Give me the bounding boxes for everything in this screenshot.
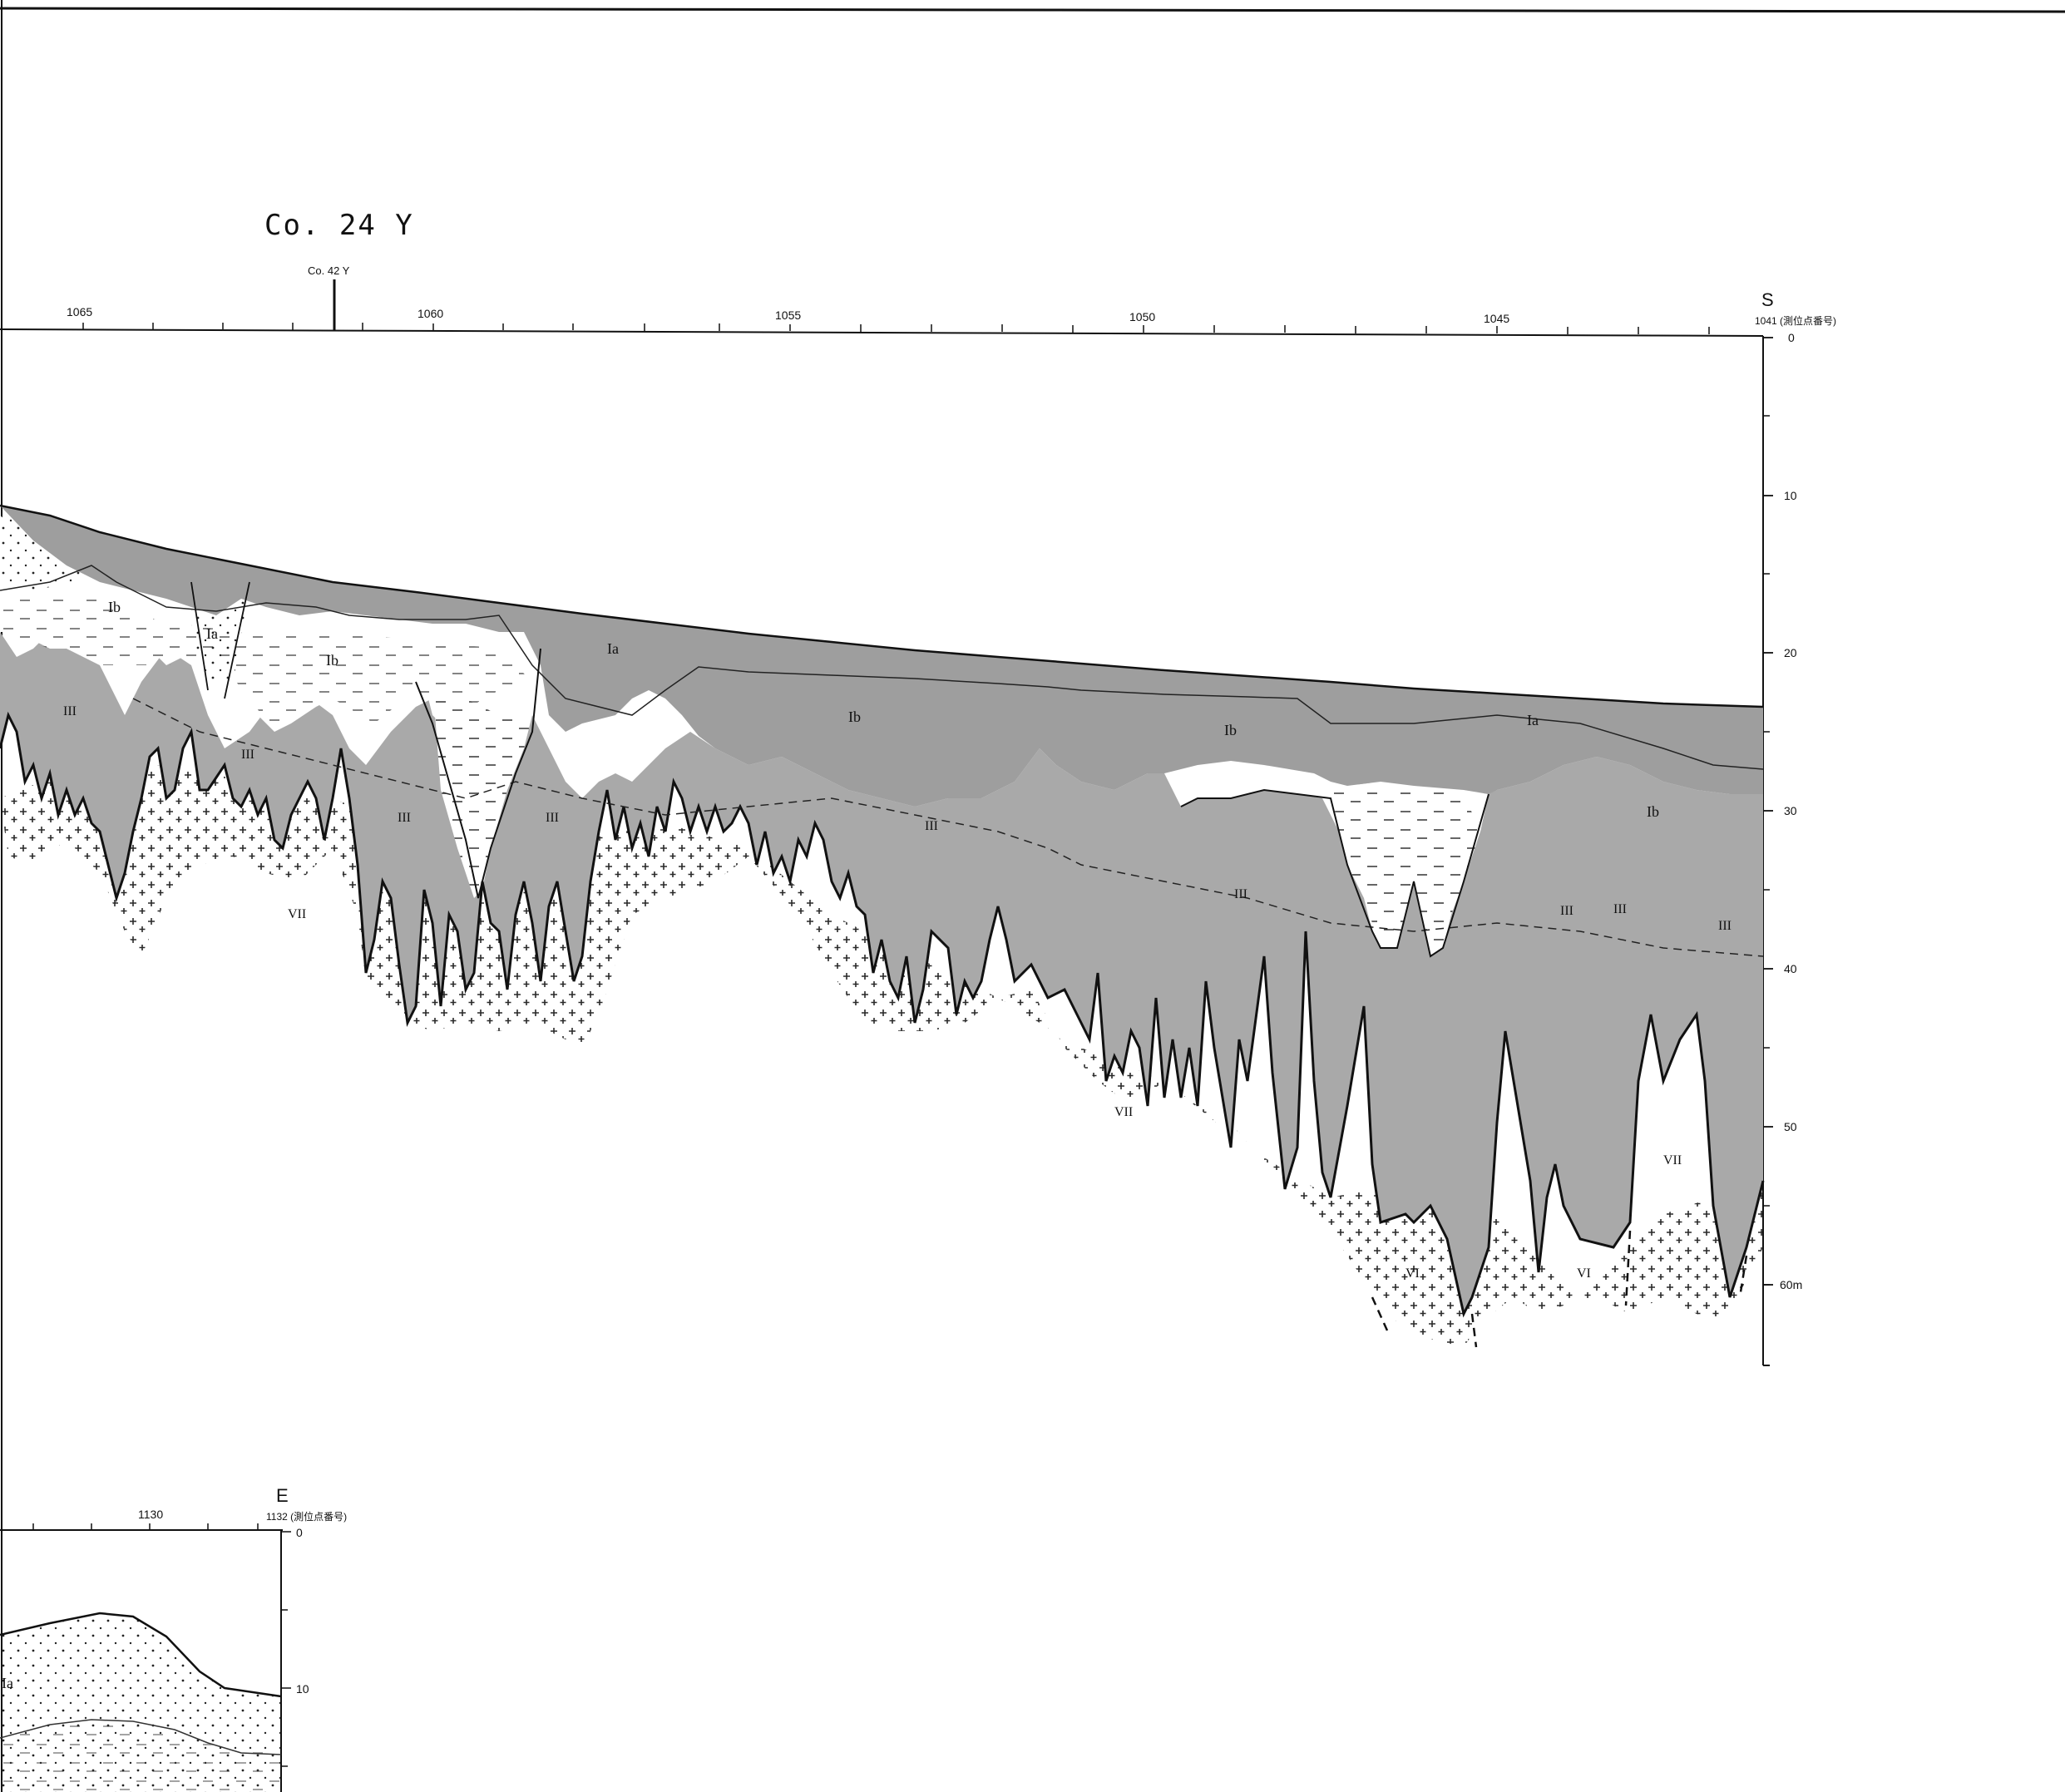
unit-label: III: [398, 811, 411, 825]
sediment-channel-right-dashes: [1331, 786, 1480, 956]
fault-line: [190, 581, 250, 699]
inset-station-tick-label: 1130: [138, 1508, 163, 1521]
unit-label: III: [1560, 904, 1573, 918]
depth-tick-label: 0: [1788, 331, 1795, 344]
depth-tick-label: 20: [1784, 646, 1797, 659]
inset-seafloor-line: [0, 1612, 282, 1698]
basement-surface-line: [0, 711, 1765, 1318]
top-border: [0, 7, 2065, 13]
station-tick-label: 1055: [775, 309, 801, 322]
intersection-label: Co. 42 Y: [308, 264, 350, 277]
inset-end-station: 1132 (測位点番号): [266, 1510, 347, 1523]
profile-title: Co. 24 Y: [264, 209, 414, 242]
unit-label: Ib: [108, 599, 121, 615]
inset-dashed-sediment: [0, 1721, 281, 1792]
unit-label: III: [925, 819, 938, 833]
sediment-unit-Ia-surface: [0, 506, 1763, 807]
station-tick-label: 1050: [1129, 310, 1155, 323]
unit-label: VII: [288, 907, 306, 921]
station-minor-ticks: [82, 323, 1710, 334]
unit-label: Ia: [607, 640, 619, 657]
unit-label: III: [1718, 919, 1732, 933]
unit-label: III: [63, 704, 77, 718]
station-tick-label: 1065: [67, 305, 92, 318]
inset-depth-tick-label: 10: [296, 1682, 309, 1696]
basement-dashed-extensions: [1371, 1230, 1748, 1348]
station-axis: [0, 328, 1764, 337]
inset-profile: 1130 E 1132 (測位点番号) 0 10 Ia: [0, 1485, 347, 1792]
channel-outline-center: [415, 648, 541, 899]
inset-depth-ticks: [281, 1531, 291, 1767]
depth-tick-label: 60m: [1780, 1278, 1802, 1291]
unit-label: VI: [1577, 1266, 1591, 1281]
unit-label: VII: [1663, 1153, 1682, 1168]
unit-label: Ib: [1224, 722, 1237, 738]
unit-label: III: [546, 811, 559, 825]
depth-tick-label: 10: [1784, 489, 1797, 502]
unit-label: VI: [1405, 1266, 1420, 1281]
depth-major-ticks: [1763, 337, 1773, 1286]
unit-label: Ia: [206, 625, 218, 642]
station-tick-label: 1045: [1484, 312, 1509, 325]
unit-label: III: [1234, 887, 1247, 901]
end-station-label: 1041 (測位点番号): [1755, 314, 1836, 327]
unit-label: III: [1613, 902, 1627, 916]
unit-label: VII: [1114, 1105, 1133, 1119]
sediment-channel-center-dashes: [432, 682, 532, 898]
depth-tick-label: 40: [1784, 962, 1797, 975]
unit-label: Ib: [1647, 803, 1659, 820]
sediment-dash-overlay: [0, 599, 532, 732]
inset-unit-label: Ia: [2, 1675, 13, 1691]
inset-station-ticks: [32, 1523, 259, 1530]
unit-boundary-Ia-Ib: [0, 565, 1764, 770]
channel-outline-right: [1180, 788, 1489, 958]
inset-depth-tick-label: 0: [296, 1526, 303, 1539]
unit-boundary-Ib-III: [132, 698, 1764, 957]
depth-minor-ticks: [1763, 415, 1770, 1286]
depth-tick-label: 50: [1784, 1120, 1797, 1133]
inset-unit-boundary: [0, 1719, 282, 1755]
end-direction-label: S: [1761, 289, 1774, 310]
station-tick-label: 1060: [417, 307, 443, 320]
inset-end-direction: E: [276, 1485, 289, 1506]
depth-tick-label: 30: [1784, 804, 1797, 817]
unit-label: Ia: [1527, 712, 1539, 728]
unit-label: III: [241, 748, 254, 762]
unit-label: Ib: [848, 708, 861, 725]
unit-label: Ib: [326, 652, 338, 669]
seafloor-line: [0, 504, 1764, 708]
